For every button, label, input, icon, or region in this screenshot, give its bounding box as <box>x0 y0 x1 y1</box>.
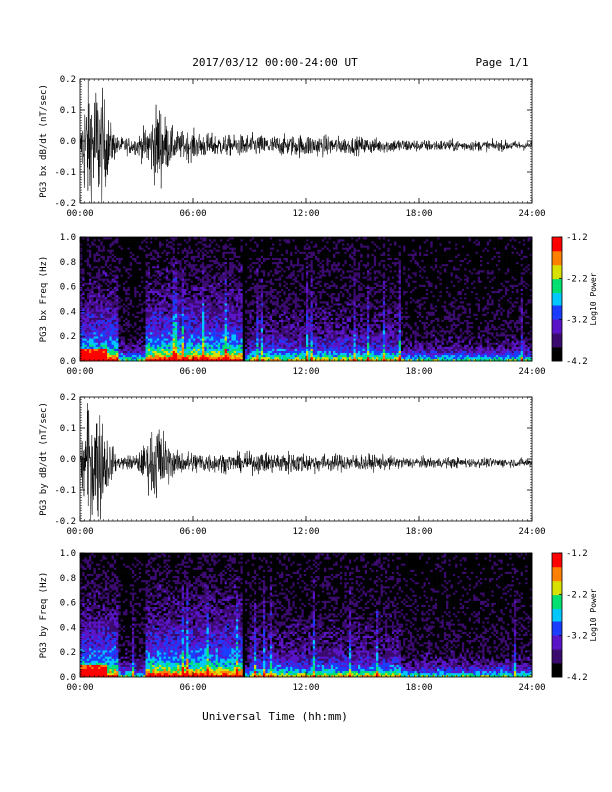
page-title: 2017/03/12 00:00-24:00 UT <box>192 56 358 69</box>
colorbar-tick-label: -3.2 <box>566 632 588 642</box>
page-number: Page 1/1 <box>476 56 529 69</box>
colorbar-label: Log10 Power <box>589 588 598 641</box>
x-tick-label: 06:00 <box>179 209 206 219</box>
y-tick-label: 0.8 <box>60 258 76 268</box>
y-tick-label: -0.1 <box>54 486 76 496</box>
colorbar-1: -1.2 -2.2 -3.2 -4.2 Log10 Power <box>552 233 598 367</box>
y-axis-label: PG3 by dB/dt (nT/sec) <box>39 402 49 516</box>
y-tick-label: 0.0 <box>60 455 76 465</box>
colorbar-tick-label: -1.2 <box>566 549 588 559</box>
colorbar-tick-label: -4.2 <box>566 357 588 367</box>
y-tick-label: 0.0 <box>60 673 76 683</box>
x-tick-label: 12:00 <box>292 527 319 537</box>
colorbar-tick-label: -4.2 <box>566 673 588 683</box>
x-tick-label: 00:00 <box>66 527 93 537</box>
colorbar-tick-label: -3.2 <box>566 316 588 326</box>
y-tick-label: 0.6 <box>60 283 76 293</box>
x-tick-label: 00:00 <box>66 367 93 377</box>
panels: 0.20.10.0-0.1-0.200:00 06:00 12:00 18:00 24:… <box>39 75 546 693</box>
x-axis-label: Universal Time (hh:mm) <box>202 710 348 723</box>
x-tick-label: 18:00 <box>405 527 432 537</box>
colorbar-tick-label: -2.2 <box>566 274 588 284</box>
y-tick-label: 0.1 <box>60 424 76 434</box>
y-tick-label: 0.0 <box>60 137 76 147</box>
panel-2: 1.0 0.8 0.6 0.4 0.2 0.000:00 06:00 12:00 18:00 24… <box>39 233 546 377</box>
y-axis-label: PG3 by Freq (Hz) <box>39 572 49 659</box>
dbdt-trace <box>80 79 532 203</box>
y-tick-label: 0.1 <box>60 106 76 116</box>
y-tick-label: -0.1 <box>54 168 76 178</box>
x-tick-label: 18:00 <box>405 209 432 219</box>
x-tick-label: 06:00 <box>179 367 206 377</box>
x-tick-label: 12:00 <box>292 683 319 693</box>
x-tick-label: 24:00 <box>518 527 545 537</box>
y-tick-label: 0.2 <box>60 332 76 342</box>
colorbar-2: -1.2 -2.2 -3.2 -4.2 Log10 Power <box>552 549 598 683</box>
x-tick-label: 24:00 <box>518 367 545 377</box>
colorbar-label: Log10 Power <box>589 272 598 325</box>
y-tick-label: 0.0 <box>60 357 76 367</box>
colorbar-tick-label: -1.2 <box>566 233 588 243</box>
y-tick-label: 0.6 <box>60 599 76 609</box>
panel-1: 0.2 0.1 0.0 -0.1 -0.200:00 06:00 12:00 18:00 24:… <box>39 75 546 219</box>
y-tick-label: 0.2 <box>60 393 76 403</box>
x-tick-label: 24:00 <box>518 683 545 693</box>
spectrogram-cells <box>80 553 532 677</box>
x-tick-label: 12:00 <box>292 367 319 377</box>
x-tick-label: 18:00 <box>405 683 432 693</box>
x-tick-label: 18:00 <box>405 367 432 377</box>
panel-3: 0.2 0.1 0.0 -0.1 -0.200:00 06:00 12:00 18:00 24:… <box>39 393 546 537</box>
x-tick-label: 06:00 <box>179 683 206 693</box>
y-tick-label: 1.0 <box>60 549 76 559</box>
y-axis-label: PG3 bx dB/dt (nT/sec) <box>39 84 49 198</box>
y-tick-label: 1.0 <box>60 233 76 243</box>
x-tick-label: 00:00 <box>66 683 93 693</box>
y-tick-label: -0.2 <box>54 199 76 209</box>
y-tick-label: 0.4 <box>60 623 76 633</box>
y-tick-label: 0.4 <box>60 307 76 317</box>
x-tick-label: 12:00 <box>292 209 319 219</box>
y-tick-label: 0.2 <box>60 648 76 658</box>
colorbar-tick-label: -2.2 <box>566 590 588 600</box>
y-tick-label: -0.2 <box>54 517 76 527</box>
dbdt-trace <box>80 403 532 521</box>
panel-4: 1.0 0.8 0.6 0.4 0.2 0.000:00 06:00 12:00 18:00 24… <box>39 549 546 693</box>
y-axis-label: PG3 bx Freq (Hz) <box>39 256 49 343</box>
spectrogram-cells <box>80 237 532 361</box>
x-tick-label: 06:00 <box>179 527 206 537</box>
x-tick-label: 00:00 <box>66 209 93 219</box>
x-tick-label: 24:00 <box>518 209 545 219</box>
y-tick-label: 0.2 <box>60 75 76 85</box>
y-tick-label: 0.8 <box>60 574 76 584</box>
